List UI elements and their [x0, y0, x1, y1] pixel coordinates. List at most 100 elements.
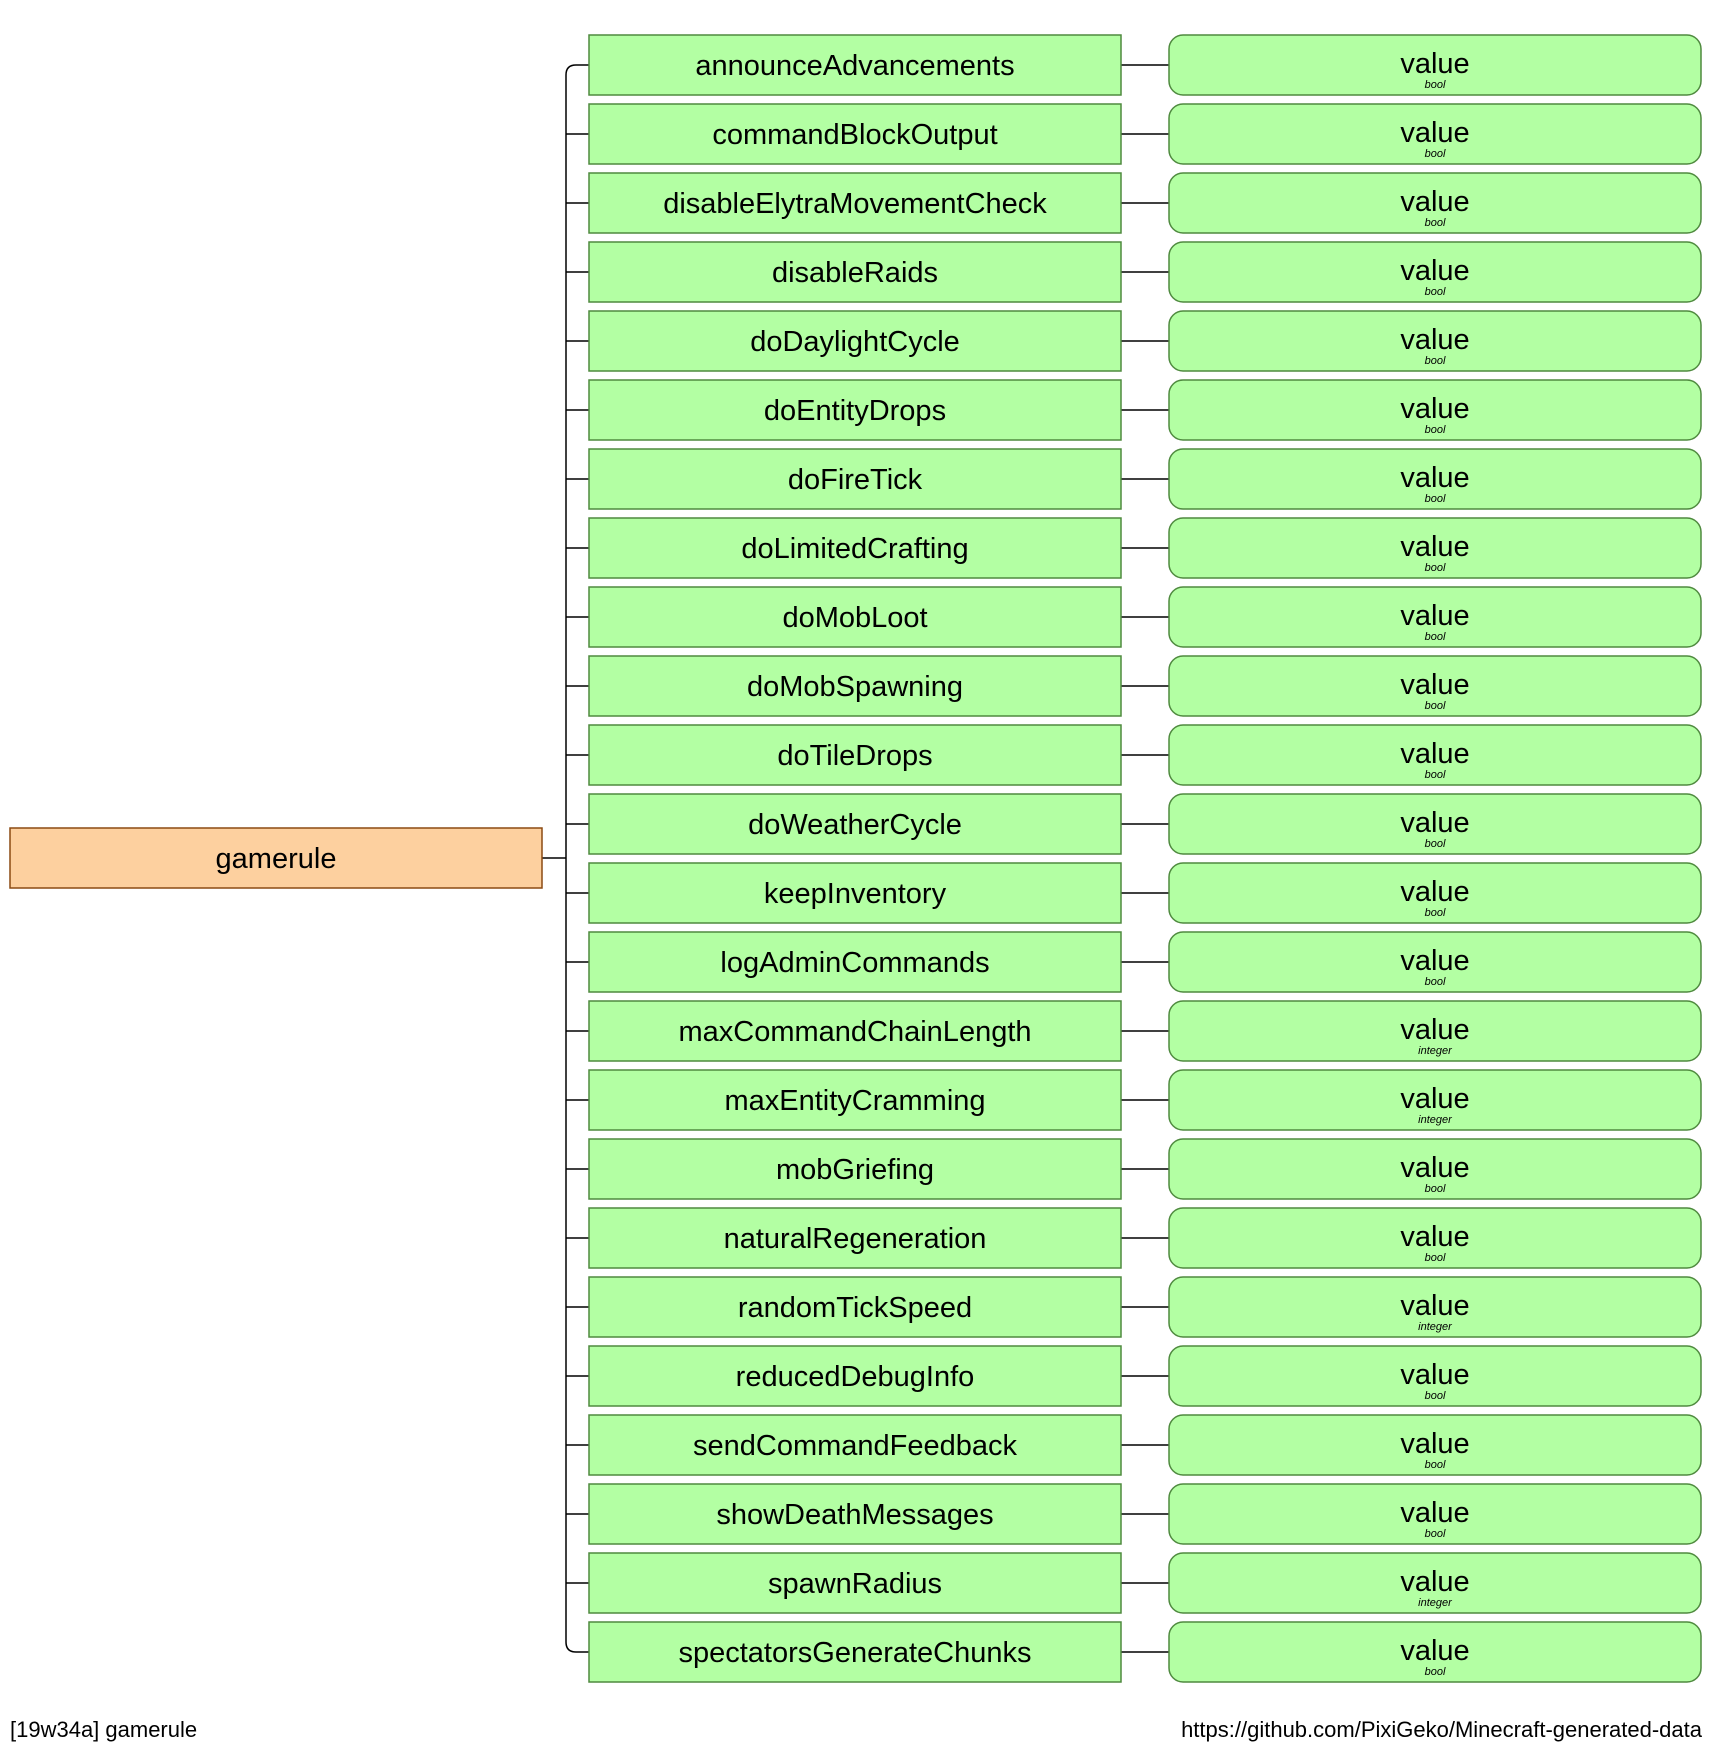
rule-name-box	[588, 310, 1122, 372]
connector-lines	[542, 64, 589, 1653]
rule-name-box	[588, 724, 1122, 786]
value-label: value	[1400, 255, 1469, 287]
value-type-label: bool	[1425, 1666, 1446, 1678]
value-type-label: integer	[1418, 1597, 1453, 1609]
rule-name-box	[588, 1414, 1122, 1476]
value-type-label: bool	[1425, 1252, 1446, 1264]
rule-name-box	[588, 379, 1122, 441]
value-label: value	[1400, 669, 1469, 701]
value-box	[1168, 1138, 1702, 1200]
value-box	[1168, 1345, 1702, 1407]
root-node: gamerule	[9, 827, 543, 889]
value-label: value	[1400, 186, 1469, 218]
value-type-label: bool	[1425, 424, 1446, 436]
value-box	[1168, 1414, 1702, 1476]
value-type-label: bool	[1425, 976, 1446, 988]
value-box	[1168, 34, 1702, 96]
value-label: value	[1400, 531, 1469, 563]
value-label: value	[1400, 1497, 1469, 1529]
value-type-label: bool	[1425, 907, 1446, 919]
value-type-label: bool	[1425, 148, 1446, 160]
value-type-label: bool	[1425, 562, 1446, 574]
rule-name-box	[588, 1207, 1122, 1269]
rule-name-box	[588, 1345, 1122, 1407]
value-type-label: bool	[1425, 286, 1446, 298]
value-type-label: integer	[1418, 1321, 1453, 1333]
value-type-label: bool	[1425, 1528, 1446, 1540]
value-box	[1168, 655, 1702, 717]
rule-name-box	[588, 1276, 1122, 1338]
value-label: value	[1400, 945, 1469, 977]
rule-name-label: announceAdvancements	[695, 50, 1014, 82]
rule-name-label: naturalRegeneration	[724, 1223, 987, 1255]
rule-name-label: doTileDrops	[777, 740, 932, 772]
rule-name-label: disableElytraMovementCheck	[663, 188, 1047, 220]
value-label: value	[1400, 600, 1469, 632]
root-node-label: gamerule	[216, 843, 337, 875]
value-type-label: integer	[1418, 1045, 1453, 1057]
value-label: value	[1400, 324, 1469, 356]
rule-name-label: commandBlockOutput	[712, 119, 997, 151]
value-box	[1168, 172, 1702, 234]
value-box	[1168, 448, 1702, 510]
value-box	[1168, 379, 1702, 441]
value-type-label: bool	[1425, 838, 1446, 850]
rule-name-box	[588, 931, 1122, 993]
value-box	[1168, 862, 1702, 924]
value-label: value	[1400, 1428, 1469, 1460]
value-label: value	[1400, 1359, 1469, 1391]
rule-name-box	[588, 1138, 1122, 1200]
value-type-label: bool	[1425, 1390, 1446, 1402]
value-box	[1168, 1276, 1702, 1338]
rule-name-label: randomTickSpeed	[738, 1292, 972, 1324]
value-type-label: bool	[1425, 769, 1446, 781]
rule-name-label: doLimitedCrafting	[741, 533, 968, 565]
value-box	[1168, 586, 1702, 648]
rule-name-label: doEntityDrops	[764, 395, 946, 427]
rule-name-label: doDaylightCycle	[750, 326, 960, 358]
rule-rows: announceAdvancements valueboolcommandBloc…	[566, 34, 1702, 1683]
value-label: value	[1400, 1083, 1469, 1115]
rule-name-label: disableRaids	[772, 257, 938, 289]
rule-name-label: mobGriefing	[776, 1154, 934, 1186]
value-type-label: bool	[1425, 1459, 1446, 1471]
value-label: value	[1400, 876, 1469, 908]
value-label: value	[1400, 1635, 1469, 1667]
rule-name-box	[588, 1483, 1122, 1545]
gamerule-tree-diagram: gamerule announceAdvancements valueboolco…	[9, 34, 1702, 1683]
value-box	[1168, 103, 1702, 165]
value-box	[1168, 1069, 1702, 1131]
value-box	[1168, 793, 1702, 855]
value-box	[1168, 310, 1702, 372]
rule-name-label: reducedDebugInfo	[736, 1361, 975, 1393]
value-box	[1168, 1621, 1702, 1683]
rule-name-box	[588, 103, 1122, 165]
value-box	[1168, 241, 1702, 303]
value-box	[1168, 1000, 1702, 1062]
rule-name-box	[588, 448, 1122, 510]
value-type-label: bool	[1425, 1183, 1446, 1195]
value-box	[1168, 1552, 1702, 1614]
value-label: value	[1400, 1290, 1469, 1322]
value-type-label: bool	[1425, 79, 1446, 91]
value-type-label: bool	[1425, 700, 1446, 712]
rule-name-label: spectatorsGenerateChunks	[678, 1637, 1031, 1669]
rule-name-label: sendCommandFeedback	[693, 1430, 1018, 1462]
